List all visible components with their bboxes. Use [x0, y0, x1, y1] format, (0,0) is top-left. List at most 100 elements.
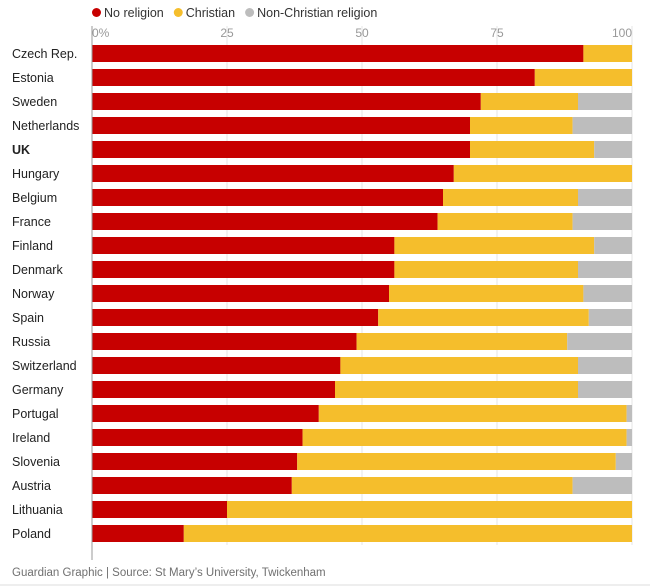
- bar-segment-christian: [302, 429, 627, 446]
- bar-segment-no-religion: [92, 213, 438, 230]
- bar-segment-no-religion: [92, 525, 184, 542]
- bar-segment-christian: [470, 141, 595, 158]
- category-label: Netherlands: [12, 119, 79, 133]
- source-note: Guardian Graphic | Source: St Mary’s Uni…: [12, 567, 326, 579]
- category-label: Hungary: [12, 167, 60, 181]
- bar-segment-christian: [534, 69, 632, 86]
- bar-row-france: [92, 213, 632, 230]
- bar-row-poland: [92, 525, 633, 542]
- category-label: UK: [12, 143, 30, 157]
- bar-segment-christian: [227, 501, 632, 518]
- x-tick-label: 100: [612, 26, 632, 40]
- category-label: Portugal: [12, 407, 59, 421]
- bar-segment-non-christian-religion: [615, 453, 632, 470]
- bar-segment-no-religion: [92, 501, 227, 518]
- bar-row-denmark: [92, 261, 632, 278]
- bar-segment-christian: [291, 477, 573, 494]
- legend-swatch-non-christian-religion: [245, 8, 255, 17]
- x-tick-label: 25: [220, 26, 234, 40]
- bar-segment-christian: [453, 165, 632, 182]
- bar-segment-no-religion: [92, 429, 303, 446]
- bar-segment-christian: [318, 405, 627, 422]
- legend: No religion Christian Non-Christian religi…: [92, 6, 377, 20]
- bar-segment-non-christian-religion: [626, 405, 632, 422]
- bar-segment-no-religion: [92, 237, 395, 254]
- category-label: Spain: [12, 311, 44, 325]
- bars: [92, 45, 633, 542]
- bar-segment-non-christian-religion: [578, 261, 632, 278]
- category-label: Poland: [12, 527, 51, 541]
- bar-row-finland: [92, 237, 632, 254]
- bar-segment-christian: [583, 45, 632, 62]
- category-label: Norway: [12, 287, 55, 301]
- bar-row-portugal: [92, 405, 632, 422]
- bar-segment-no-religion: [92, 93, 481, 110]
- bar-row-belgium: [92, 189, 632, 206]
- bar-segment-no-religion: [92, 69, 535, 86]
- bar-segment-christian: [394, 237, 595, 254]
- bar-segment-no-religion: [92, 165, 454, 182]
- bar-segment-christian: [378, 309, 589, 326]
- bar-row-estonia: [92, 69, 632, 86]
- category-label: France: [12, 215, 51, 229]
- legend-item-christian: Christian: [173, 6, 235, 20]
- bar-segment-non-christian-religion: [572, 117, 632, 134]
- bar-segment-no-religion: [92, 189, 443, 206]
- bar-segment-christian: [183, 525, 633, 542]
- bar-segment-non-christian-religion: [578, 357, 632, 374]
- category-label: Sweden: [12, 95, 57, 109]
- category-label: Ireland: [12, 431, 50, 445]
- bar-row-switzerland: [92, 357, 632, 374]
- x-axis-ticks: 0% 25 50 75 100: [92, 26, 632, 40]
- legend-item-no-religion: No religion: [92, 6, 164, 20]
- bar-segment-non-christian-religion: [583, 285, 632, 302]
- bar-segment-no-religion: [92, 261, 395, 278]
- bar-segment-no-religion: [92, 117, 470, 134]
- category-label: Denmark: [12, 263, 63, 277]
- bar-row-germany: [92, 381, 632, 398]
- legend-label-christian: Christian: [186, 6, 235, 20]
- x-tick-label: 50: [355, 26, 369, 40]
- bar-segment-christian: [394, 261, 578, 278]
- bar-row-lithuania: [92, 501, 632, 518]
- bar-row-slovenia: [92, 453, 632, 470]
- x-tick-label: 0%: [92, 26, 110, 40]
- bar-row-uk: [92, 141, 632, 158]
- bar-segment-no-religion: [92, 309, 379, 326]
- bar-segment-no-religion: [92, 45, 584, 62]
- bar-segment-christian: [470, 117, 573, 134]
- bar-row-czech-rep: [92, 45, 632, 62]
- bar-segment-non-christian-religion: [626, 429, 632, 446]
- bar-segment-no-religion: [92, 357, 341, 374]
- bar-segment-non-christian-religion: [578, 381, 632, 398]
- category-label: Finland: [12, 239, 53, 253]
- category-label: Slovenia: [12, 455, 60, 469]
- bar-segment-non-christian-religion: [578, 189, 632, 206]
- category-label: Estonia: [12, 71, 54, 85]
- bar-row-ireland: [92, 429, 632, 446]
- bar-segment-non-christian-religion: [588, 309, 632, 326]
- bar-segment-christian: [297, 453, 616, 470]
- bar-segment-christian: [389, 285, 584, 302]
- category-labels: Czech Rep. Estonia Sweden Netherlands UK Hung…: [12, 47, 79, 541]
- legend-item-non-christian-religion: Non-Christian religion: [245, 6, 377, 20]
- bar-segment-non-christian-religion: [594, 237, 632, 254]
- bar-segment-christian: [480, 93, 578, 110]
- bar-row-sweden: [92, 93, 632, 110]
- bar-segment-christian: [356, 333, 568, 350]
- bar-segment-no-religion: [92, 333, 357, 350]
- legend-label-non-christian-religion: Non-Christian religion: [257, 6, 377, 20]
- bar-segment-non-christian-religion: [572, 213, 632, 230]
- bar-segment-non-christian-religion: [594, 141, 632, 158]
- legend-label-no-religion: No religion: [104, 6, 164, 20]
- bar-segment-no-religion: [92, 405, 319, 422]
- bar-segment-no-religion: [92, 381, 335, 398]
- bar-segment-christian: [340, 357, 578, 374]
- bar-row-norway: [92, 285, 632, 302]
- bar-segment-no-religion: [92, 285, 389, 302]
- category-label: Germany: [12, 383, 64, 397]
- bar-segment-christian: [437, 213, 573, 230]
- bar-row-hungary: [92, 165, 632, 182]
- category-label: Russia: [12, 335, 50, 349]
